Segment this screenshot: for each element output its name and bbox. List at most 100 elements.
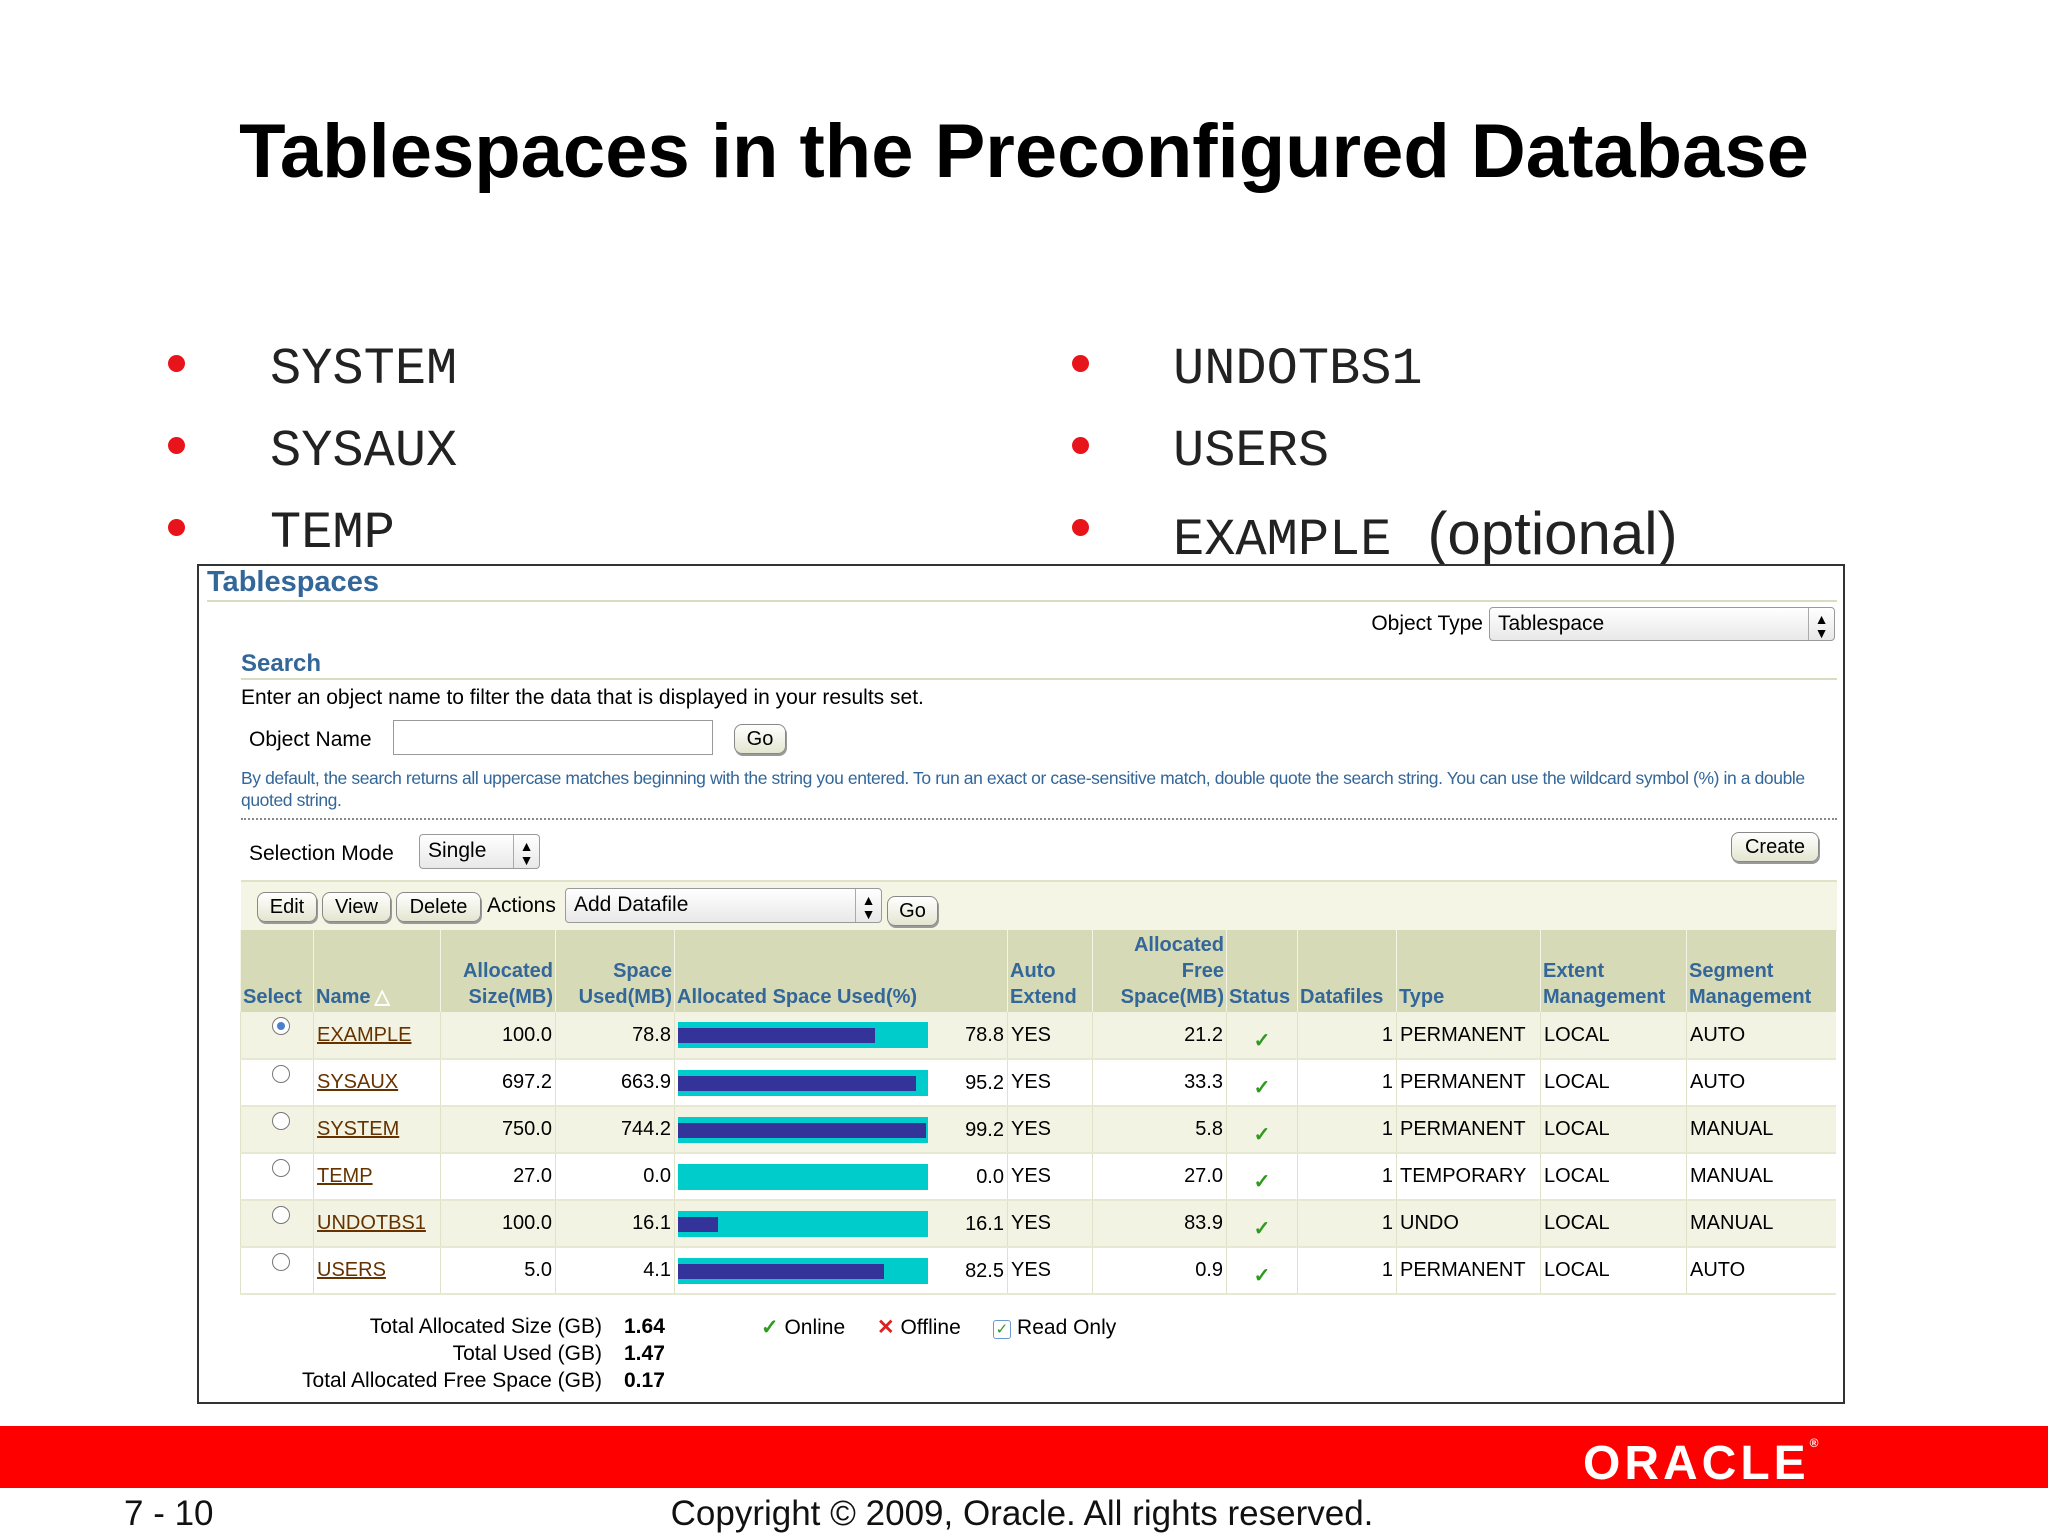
object-type-select[interactable]: Tablespace ▲ ▼ (1489, 607, 1835, 641)
column-header-label: Name (316, 986, 371, 1008)
row-radio-button[interactable] (272, 1111, 290, 1130)
free-space: 0.9 (1195, 1259, 1223, 1281)
name-cell[interactable]: UNDOTBS1 (313, 1200, 441, 1248)
total-label: Total Used (GB) (452, 1342, 602, 1365)
view-button[interactable]: View (322, 892, 391, 922)
select-cell[interactable] (240, 1153, 314, 1201)
column-header[interactable]: Name △ (313, 930, 441, 1012)
space-used-cell: 663.9 (555, 1059, 675, 1107)
datafiles-cell: 1 (1297, 1012, 1397, 1060)
datafiles-cell: 1 (1297, 1106, 1397, 1154)
search-heading: Search (241, 650, 322, 677)
bullet-dot-icon (168, 355, 185, 372)
name-cell[interactable]: USERS (313, 1247, 441, 1295)
auto-extend-cell: YES (1007, 1059, 1093, 1107)
usage-percent: 95.2 (965, 1071, 1004, 1094)
datafiles-count: 1 (1381, 1118, 1393, 1140)
tablespace-link[interactable]: USERS (317, 1259, 386, 1281)
datafiles-count: 1 (1381, 1212, 1393, 1234)
select-cell[interactable] (240, 1247, 314, 1295)
usage-bar-cell: 82.5 (674, 1247, 1008, 1295)
auto-extend: YES (1011, 1118, 1052, 1140)
row-radio-button[interactable] (272, 1158, 290, 1177)
slide-title: Tablespaces in the Preconfigured Databas… (239, 109, 1809, 194)
segment-management: AUTO (1690, 1023, 1746, 1046)
selection-mode-select[interactable]: Single ▲ ▼ (419, 834, 540, 869)
tablespace-type: PERMANENT (1400, 1259, 1526, 1281)
name-cell[interactable]: SYSAUX (313, 1059, 441, 1107)
tablespace-link[interactable]: SYSTEM (317, 1118, 400, 1140)
column-header-label: Auto Extend (1010, 960, 1077, 1008)
select-cell[interactable] (240, 1200, 314, 1248)
object-name-input[interactable] (393, 720, 713, 755)
bullet-item: EXAMPLE (optional) (1173, 504, 1678, 571)
read-only-icon: ✓ (992, 1320, 1012, 1339)
type-cell: UNDO (1396, 1200, 1541, 1248)
column-header-label: Extent Management (1543, 960, 1666, 1008)
segment-cell: AUTO (1686, 1247, 1836, 1295)
extent-management: LOCAL (1544, 1212, 1610, 1234)
bullet-dot-icon (168, 519, 185, 536)
name-cell[interactable]: TEMP (313, 1153, 441, 1201)
space-used: 78.8 (632, 1023, 671, 1046)
online-check-icon: ✓ (1253, 1077, 1271, 1099)
bullet-text: TEMP (270, 504, 395, 563)
edit-button[interactable]: Edit (257, 892, 317, 922)
usage-bar-cell: 16.1 (674, 1200, 1008, 1248)
space-used-cell: 78.8 (555, 1012, 675, 1060)
tablespaces-table: Select Name △ Allocated Size(MB) Space Used(… (240, 930, 1836, 1295)
datafiles-cell: 1 (1297, 1153, 1397, 1201)
dotted-divider (241, 818, 1837, 820)
tablespace-type: PERMANENT (1400, 1118, 1526, 1140)
usage-bar-fill (678, 1028, 875, 1043)
column-header-label: Allocated Free Space(MB) (1120, 934, 1224, 1008)
panel-title: Tablespaces (207, 566, 379, 598)
tablespace-link[interactable]: EXAMPLE (317, 1023, 412, 1046)
total-label: Total Allocated Size (GB) (369, 1315, 602, 1338)
tablespace-link[interactable]: TEMP (317, 1165, 373, 1187)
row-radio-button[interactable] (272, 1252, 290, 1271)
row-radio-button[interactable] (272, 1017, 290, 1035)
select-cell[interactable] (240, 1059, 314, 1107)
name-cell[interactable]: SYSTEM (313, 1106, 441, 1154)
space-used-cell: 16.1 (555, 1200, 675, 1248)
actions-go-button[interactable]: Go (887, 896, 938, 926)
free-space: 21.2 (1184, 1023, 1223, 1046)
usage-bar-fill (678, 1122, 926, 1138)
usage-percent: 82.5 (965, 1259, 1004, 1282)
tablespace-link[interactable]: SYSAUX (317, 1071, 399, 1093)
row-radio-button[interactable] (272, 1205, 290, 1224)
object-type-label: Object Type (1371, 612, 1483, 635)
bullet-text: SYSTEM (270, 340, 458, 399)
extent-management: LOCAL (1544, 1071, 1610, 1093)
optional-note: (optional) (1427, 500, 1678, 567)
search-go-button[interactable]: Go (734, 724, 786, 754)
title-divider (207, 600, 1837, 602)
select-cell[interactable] (240, 1106, 314, 1154)
datafiles-cell: 1 (1297, 1059, 1397, 1107)
usage-bar (678, 1163, 928, 1190)
segment-management: AUTO (1690, 1259, 1746, 1281)
create-button[interactable]: Create (1731, 832, 1819, 862)
extent-cell: LOCAL (1540, 1012, 1687, 1060)
row-radio-button[interactable] (272, 1064, 290, 1083)
online-check-icon: ✓ (1253, 1218, 1271, 1240)
table-row: SYSTEM 750.0 744.2 99.2 YES 5.8 ✓ 1 PERMANENT LOC… (240, 1106, 1836, 1154)
bullet-text: EXAMPLE (1173, 511, 1392, 570)
space-used-cell: 4.1 (555, 1247, 675, 1295)
actions-select[interactable]: Add Datafile ▲ ▼ (565, 888, 882, 923)
tablespace-link[interactable]: UNDOTBS1 (317, 1212, 426, 1234)
sort-ascending-icon[interactable]: △ (374, 986, 390, 1008)
select-cell[interactable] (240, 1012, 314, 1060)
free-space-cell: 33.3 (1092, 1059, 1227, 1107)
selection-mode-value: Single (428, 839, 487, 862)
allocated-size: 27.0 (513, 1165, 552, 1187)
usage-bar (678, 1116, 928, 1143)
online-check-icon: ✓ (1253, 1171, 1271, 1193)
delete-button[interactable]: Delete (396, 892, 481, 922)
auto-extend-cell: YES (1007, 1012, 1093, 1060)
space-used-cell: 744.2 (555, 1106, 675, 1154)
online-check-icon: ✓ (1253, 1265, 1271, 1287)
name-cell[interactable]: EXAMPLE (313, 1012, 441, 1060)
allocated-size-cell: 697.2 (440, 1059, 556, 1107)
